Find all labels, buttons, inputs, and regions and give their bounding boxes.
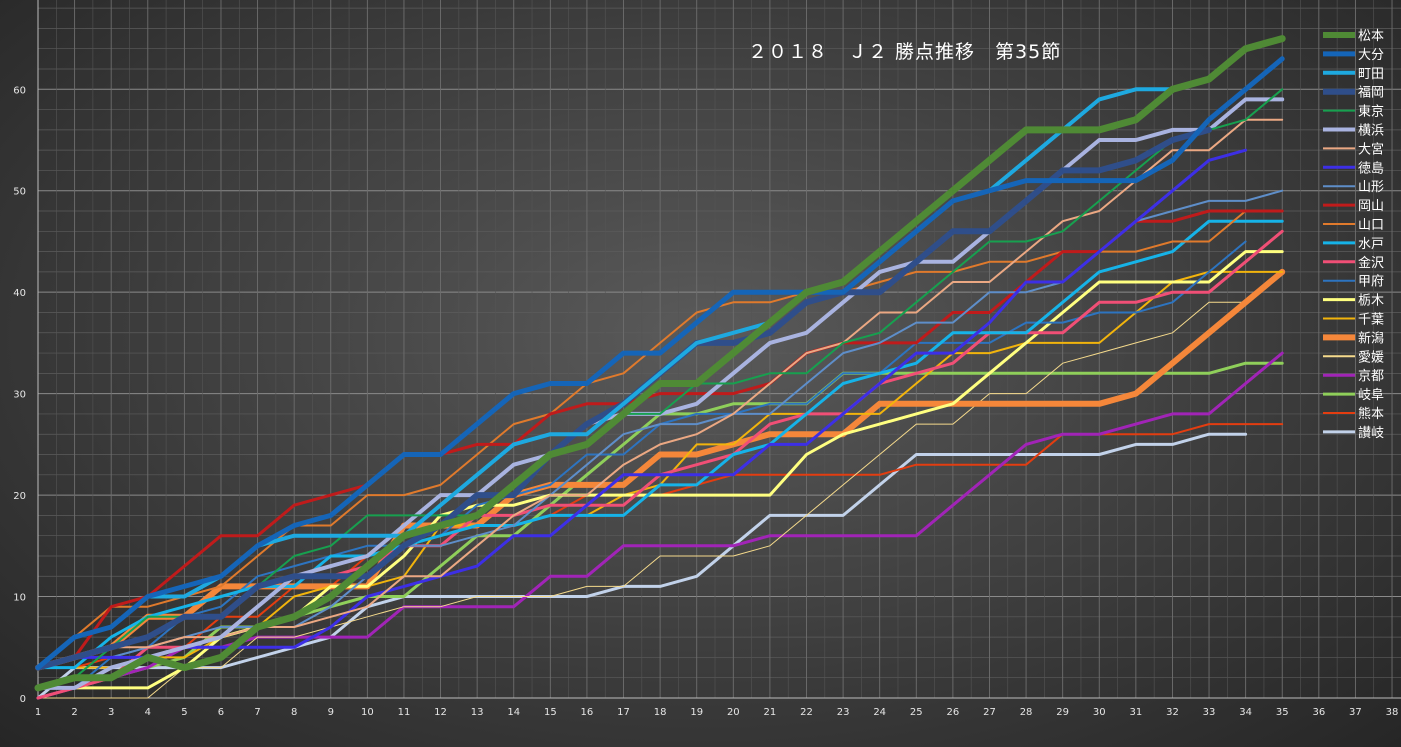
x-tick-label: 32: [1166, 707, 1179, 718]
x-tick-label: 24: [873, 707, 886, 718]
x-tick-label: 33: [1203, 707, 1216, 718]
series-line-水戸: [36, 219, 1284, 670]
legend-label: 水戸: [1358, 237, 1384, 252]
x-tick-label: 27: [983, 707, 996, 718]
legend-label: 讃岐: [1358, 426, 1384, 441]
legend-label: 横浜: [1358, 124, 1384, 139]
y-tick-label: 0: [20, 694, 26, 705]
x-tick-label: 26: [947, 707, 960, 718]
legend-label: 京都: [1358, 369, 1384, 384]
x-tick-label: 16: [581, 707, 594, 718]
x-tick-label: 38: [1386, 707, 1399, 718]
x-tick-label: 23: [837, 707, 850, 718]
legend-label: 熊本: [1358, 406, 1384, 422]
x-tick-label: 29: [1056, 707, 1069, 718]
series-line-松本: [34, 35, 1286, 692]
legend-label: 千葉: [1358, 313, 1384, 328]
series-line-岡山: [36, 209, 1284, 670]
x-tick-label: 25: [910, 707, 923, 718]
series-line-大宮: [37, 118, 1284, 669]
x-tick-label: 15: [544, 707, 557, 718]
legend-label: 岡山: [1358, 199, 1384, 214]
x-tick-label: 8: [291, 707, 297, 718]
chart-title: ２０１８ Ｊ２ 勝点推移 第35節: [748, 41, 1061, 63]
x-tick-label: 9: [328, 707, 334, 718]
series-lines: [34, 35, 1286, 700]
legend-label: 愛媛: [1358, 350, 1384, 365]
x-tick-label: 11: [398, 707, 411, 718]
x-tick-label: 1: [35, 707, 41, 718]
x-tick-label: 18: [654, 707, 667, 718]
x-tick-label: 5: [181, 707, 187, 718]
legend-label: 大宮: [1358, 141, 1384, 157]
series-line-讃岐: [36, 432, 1248, 700]
x-tick-label: 2: [71, 707, 77, 718]
legend-label: 栃木: [1358, 294, 1384, 309]
gridlines: [37, 0, 1401, 699]
legend-label: 松本: [1358, 29, 1384, 44]
x-tick-label: 17: [617, 707, 630, 718]
x-tick-label: 28: [1020, 707, 1033, 718]
x-tick-label: 7: [254, 707, 260, 718]
x-tick-label: 36: [1312, 707, 1325, 718]
legend-label: 山形: [1358, 180, 1384, 195]
legend-label: 甲府: [1358, 275, 1384, 290]
legend-label: 福岡: [1358, 86, 1384, 101]
y-tick-label: 20: [13, 491, 26, 502]
series-line-大分: [35, 56, 1285, 671]
x-tick-label: 13: [471, 707, 484, 718]
x-tick-label: 21: [764, 707, 777, 718]
y-tick-label: 60: [13, 85, 26, 96]
legend-label: 東京: [1358, 104, 1384, 120]
x-tick-label: 20: [727, 707, 740, 718]
x-tick-label: 10: [361, 707, 374, 718]
y-tick-label: 50: [13, 187, 26, 198]
x-tick-label: 12: [434, 707, 447, 718]
legend-label: 町田: [1358, 67, 1384, 82]
x-tick-label: 37: [1349, 707, 1362, 718]
x-tick-label: 6: [218, 707, 224, 718]
legend-label: 新潟: [1358, 330, 1384, 346]
x-tick-label: 3: [108, 707, 114, 718]
x-tick-label: 4: [145, 707, 151, 718]
x-tick-label: 14: [507, 707, 520, 718]
legend: 松本大分町田福岡東京横浜大宮徳島山形岡山山口水戸金沢甲府栃木千葉新潟愛媛京都岐阜…: [1323, 29, 1384, 441]
series-line-徳島: [36, 148, 1248, 670]
x-tick-label: 30: [1093, 707, 1106, 718]
legend-label: 金沢: [1358, 255, 1384, 271]
x-tick-label: 19: [690, 707, 703, 718]
legend-label: 岐阜: [1358, 387, 1384, 403]
legend-label: 山口: [1358, 218, 1384, 233]
x-tick-label: 22: [800, 707, 813, 718]
x-tick-label: 31: [1129, 707, 1142, 718]
y-tick-label: 30: [13, 390, 26, 401]
legend-label: 大分: [1358, 48, 1384, 63]
plot-area: [38, 0, 1401, 698]
x-tick-label: 34: [1239, 707, 1252, 718]
legend-label: 徳島: [1358, 161, 1384, 176]
y-tick-label: 10: [13, 593, 26, 604]
x-tick-label: 35: [1276, 707, 1289, 718]
y-tick-label: 40: [13, 288, 26, 299]
